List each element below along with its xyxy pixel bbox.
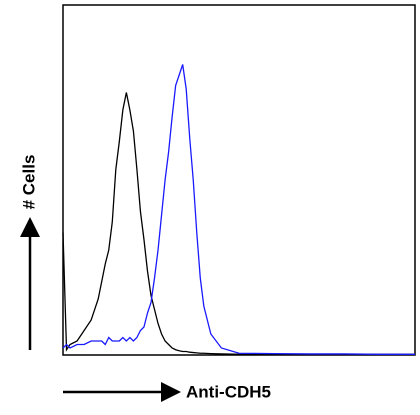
series-line	[62, 92, 415, 355]
x-axis-label: Anti-CDH5	[186, 382, 271, 401]
plot-frame	[62, 4, 416, 356]
series-line	[62, 64, 415, 355]
y-axis-label: # Cells	[19, 155, 38, 210]
